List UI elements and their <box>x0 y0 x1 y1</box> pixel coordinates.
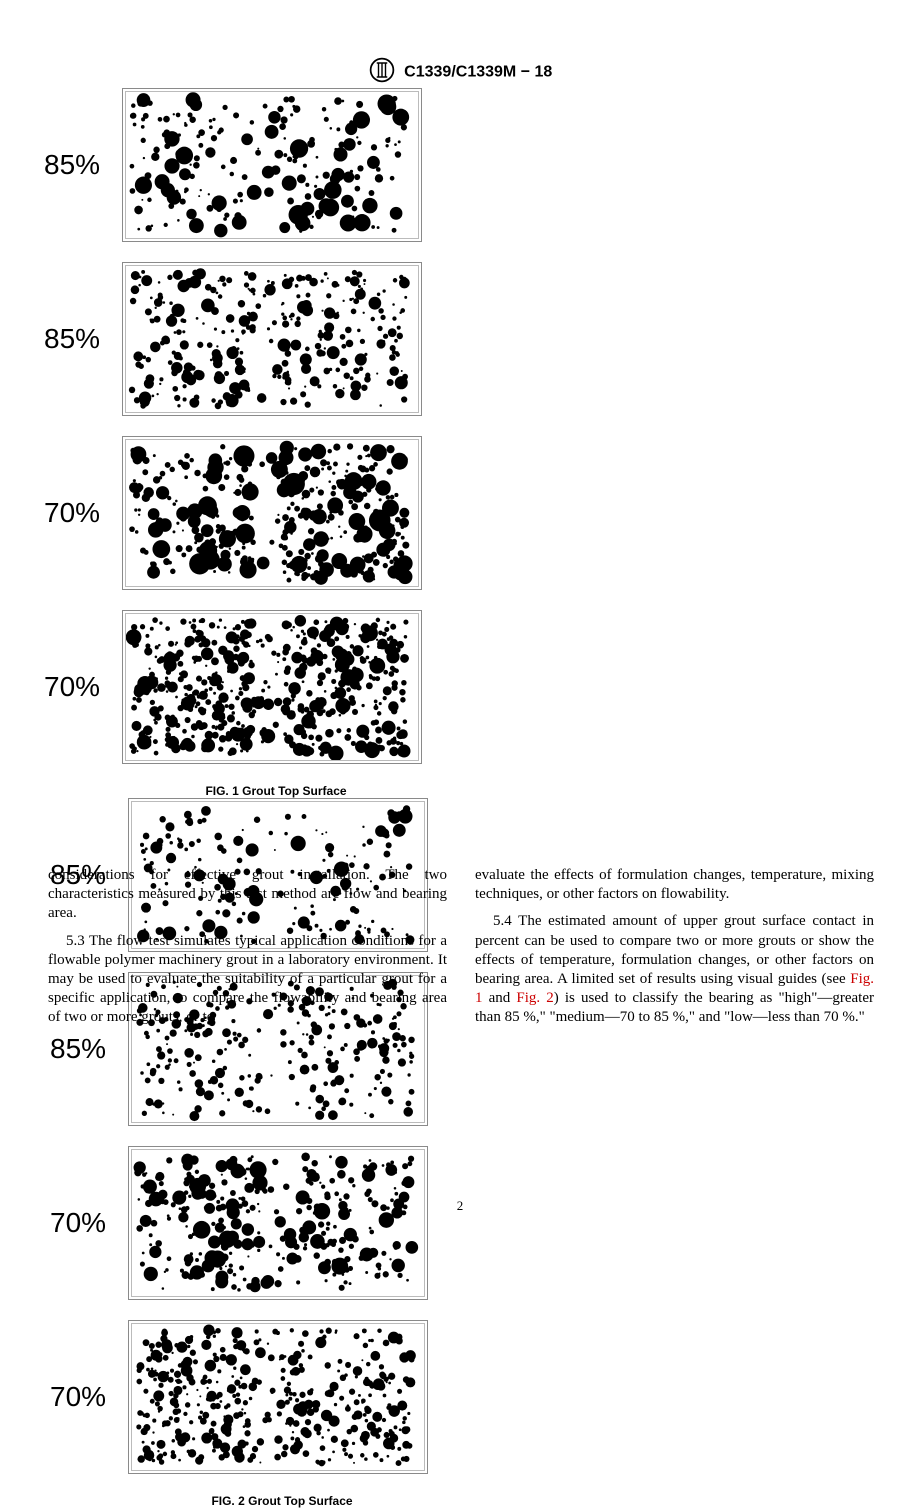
para-body: The flow test simulates typical applicat… <box>48 933 447 1026</box>
panel-dot-pattern <box>131 1323 425 1471</box>
fig1-panel-row: 85% <box>36 262 456 416</box>
fig1-panel-row: 70% <box>36 436 456 590</box>
para-5-3: 5.3 The flow test simulates typical appl… <box>48 932 447 1028</box>
text-column-right: evaluate the effects of formulation chan… <box>475 866 874 1036</box>
para-5-4: 5.4 The estimated amount of upper grout … <box>475 912 874 1027</box>
para-number: 5.3 <box>66 933 85 949</box>
panel-box <box>128 1146 428 1300</box>
panel-dot-pattern <box>131 1149 425 1297</box>
body-text: considerations for effective grout insta… <box>48 866 874 1036</box>
panel-percent-label: 85% <box>36 323 122 355</box>
figure-1-caption: FIG. 1 Grout Top Surface <box>126 784 426 798</box>
panel-box <box>122 610 422 764</box>
panel-box <box>122 262 422 416</box>
panel-percent-label: 85% <box>36 149 122 181</box>
page-number: 2 <box>0 1198 920 1214</box>
panel-dot-pattern <box>125 91 419 239</box>
figure-reference: Fig. 2 <box>516 990 553 1006</box>
panel-percent-label: 85% <box>42 1033 128 1065</box>
panel-percent-label: 70% <box>42 1381 128 1413</box>
fig2-panel-row: 70% <box>42 1146 462 1300</box>
text-column-left: considerations for effective grout insta… <box>48 866 447 1036</box>
astm-logo-icon <box>368 56 396 89</box>
panel-box <box>128 1320 428 1474</box>
standard-designation: C1339/C1339M − 18 <box>404 64 552 81</box>
fig2-panel-row: 70% <box>42 1320 462 1474</box>
figure-2-caption: FIG. 2 Grout Top Surface <box>132 1494 432 1508</box>
page-header: C1339/C1339M − 18 <box>0 56 920 89</box>
fig1-panel-row: 85% <box>36 88 456 242</box>
panel-percent-label: 70% <box>36 497 122 529</box>
panel-dot-pattern <box>125 439 419 587</box>
para-continuation: considerations for effective grout insta… <box>48 866 447 924</box>
figures-region: 85% 85% 70% 70% FIG. 1 Grout Top Surface 85… <box>36 88 884 1508</box>
figure-1-column: 85% 85% 70% 70% FIG. 1 Grout Top Surface <box>36 88 456 798</box>
para-number: 5.4 <box>493 913 512 929</box>
para-body-mid: and <box>483 990 517 1006</box>
para-body-a: The estimated amount of upper grout surf… <box>475 913 874 987</box>
panel-percent-label: 70% <box>36 671 122 703</box>
panel-box <box>122 436 422 590</box>
panel-dot-pattern <box>125 613 419 761</box>
para-continuation-right: evaluate the effects of formulation chan… <box>475 866 874 904</box>
fig1-panel-row: 70% <box>36 610 456 764</box>
panel-dot-pattern <box>125 265 419 413</box>
panel-box <box>122 88 422 242</box>
